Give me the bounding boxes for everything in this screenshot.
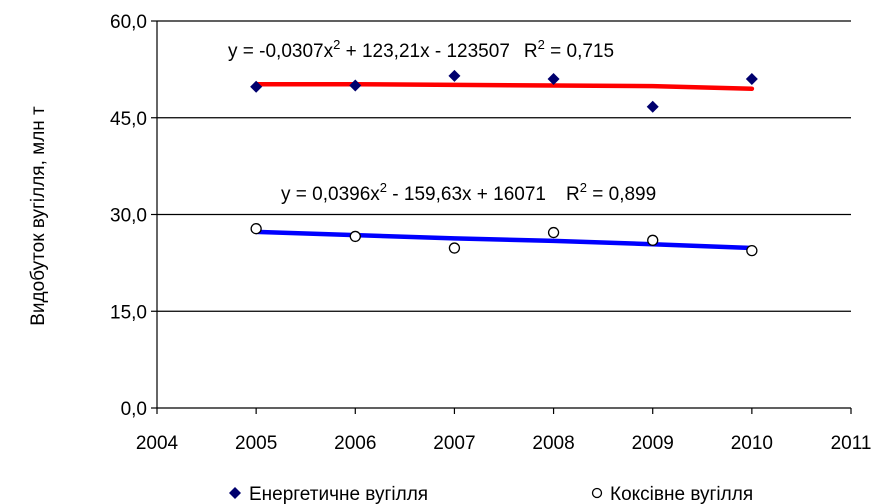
point-coking <box>647 234 659 246</box>
point-coking <box>448 242 461 254</box>
equation-energy-rest: + 123,21x - 123507 <box>340 41 510 62</box>
trendlines <box>253 81 755 251</box>
trendline-energy <box>253 81 755 91</box>
point-coking <box>746 244 758 257</box>
y-axis-label: Видобуток вугілля, млн т <box>28 106 49 326</box>
y-tick-label: 60,0 <box>110 12 147 33</box>
y-tick-label: 30,0 <box>110 206 147 227</box>
legend-diamond-icon <box>229 487 241 499</box>
data-points <box>250 69 758 257</box>
point-coking <box>349 230 361 243</box>
legend-item-coking: Коксівне вугілля <box>591 484 753 504</box>
x-tick-label: 2008 <box>532 433 574 454</box>
y-tick-label: 45,0 <box>110 109 147 130</box>
r2-coking-exp: 2 <box>580 180 587 195</box>
x-tick-label: 2006 <box>334 433 376 454</box>
point-coking <box>250 223 262 235</box>
equation-coking-rest: - 159,63x + 16071 <box>387 184 546 205</box>
point-energy <box>745 73 758 86</box>
r2-energy-exp: 2 <box>538 37 545 52</box>
equation-energy-main: y = -0,0307x <box>228 41 334 62</box>
trendline-coking <box>253 229 755 251</box>
point-energy <box>547 73 560 86</box>
tick-labels: 0,0 15,0 30,0 45,0 60,0 2004 2005 2006 2007 2008 2… <box>110 12 871 454</box>
point-energy <box>250 80 263 93</box>
x-tick-label: 2010 <box>731 433 773 454</box>
x-tick-label: 2011 <box>831 433 872 454</box>
point-energy <box>646 100 659 113</box>
equation-coking-main: y = 0,0396x <box>281 184 380 205</box>
x-tick-label: 2005 <box>235 433 277 454</box>
x-tick-label: 2007 <box>433 433 475 454</box>
equation-coking: y = 0,0396x2 - 159,63x + 16071 R2 = 0,899 <box>281 180 656 205</box>
legend-label-energy: Енергетичне вугілля <box>249 484 428 504</box>
legend-circle-icon <box>591 487 603 499</box>
point-energy <box>448 69 461 82</box>
legend-item-energy: Енергетичне вугілля <box>229 484 428 504</box>
legend-label-coking: Коксівне вугілля <box>610 484 753 504</box>
point-energy <box>349 79 362 92</box>
equation-energy-exp: 2 <box>333 37 340 52</box>
gridlines <box>157 20 851 312</box>
r2-coking-label: R <box>566 184 580 205</box>
x-tick-label: 2004 <box>136 433 179 454</box>
r2-energy-label: R <box>524 41 538 62</box>
r2-energy-value: = 0,715 <box>545 41 614 62</box>
axes <box>151 20 852 414</box>
y-tick-label: 0,0 <box>121 399 147 420</box>
equation-coking-exp: 2 <box>380 180 387 195</box>
point-coking <box>547 226 560 239</box>
legend: Енергетичне вугілля Коксівне вугілля <box>229 484 753 504</box>
equation-energy: y = -0,0307x2 + 123,21x - 123507 R2 = 0,7… <box>228 37 614 62</box>
x-tick-label: 2009 <box>632 433 674 454</box>
y-tick-label: 15,0 <box>110 302 147 323</box>
r2-coking-value: = 0,899 <box>587 184 656 205</box>
